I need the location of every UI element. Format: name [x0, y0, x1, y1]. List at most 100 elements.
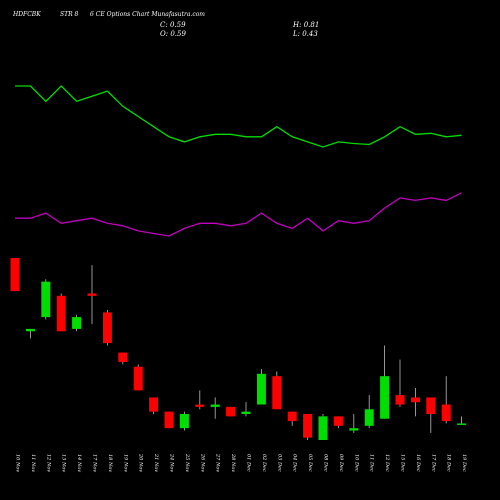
- candle-12-dec: [380, 345, 390, 419]
- candle-body: [395, 395, 405, 405]
- x-tick-label: 14 Nov: [76, 454, 82, 472]
- candle-12-nov: [41, 279, 51, 320]
- high-value: H: 0.81: [293, 21, 320, 29]
- candle-body: [25, 328, 35, 332]
- candle-body: [10, 258, 20, 292]
- candle-10-nov: [10, 258, 20, 292]
- candle-01-dec: [241, 402, 251, 417]
- date-axis: 10 Nov 11 Nov 12 Nov 13 Nov 14 Nov 17 Nov 18 N…: [15, 453, 468, 472]
- x-tick-label: 11 Nov: [30, 454, 36, 472]
- x-tick-label: 02 Dec: [261, 454, 267, 472]
- candle-body: [133, 366, 143, 391]
- candle-body: [441, 404, 451, 422]
- x-tick-label: 01 Dec: [246, 454, 252, 472]
- x-tick-label: 04 Dec: [292, 454, 298, 472]
- indicator-line-1: [15, 85, 462, 148]
- candle-body: [102, 312, 112, 344]
- x-tick-label: 12 Nov: [45, 454, 51, 472]
- candle-05-dec: [303, 414, 313, 440]
- candle-28-nov: [226, 406, 236, 417]
- candle-09-dec: [333, 416, 343, 429]
- candle-17-nov: [87, 265, 97, 325]
- x-tick-label: 05 Dec: [307, 454, 313, 472]
- x-tick-label: 24 Nov: [169, 453, 175, 472]
- candle-03-dec: [272, 371, 282, 410]
- open-value: O: 0.59: [160, 30, 186, 38]
- candle-17-dec: [426, 397, 436, 433]
- candle-body: [364, 409, 374, 426]
- candle-body: [118, 352, 128, 362]
- candle-21-nov: [149, 397, 159, 414]
- x-tick-label: 03 Dec: [276, 454, 282, 472]
- candle-body: [241, 411, 251, 414]
- x-tick-label: 16 Dec: [415, 454, 421, 472]
- candle-body: [149, 397, 159, 412]
- candle-19-dec: [457, 416, 467, 425]
- x-tick-label: 19 Dec: [461, 454, 467, 472]
- candle-body: [179, 414, 189, 429]
- candle-body: [164, 411, 174, 429]
- candle-20-nov: [133, 364, 143, 391]
- x-tick-label: 26 Nov: [199, 453, 205, 472]
- candle-body: [303, 414, 313, 438]
- candles: [10, 258, 467, 440]
- candle-04-dec: [287, 411, 297, 426]
- low-value: L: 0.43: [293, 30, 318, 38]
- candle-10-dec: [349, 414, 359, 433]
- candle-16-dec: [410, 388, 420, 417]
- x-tick-label: 08 Dec: [323, 454, 329, 472]
- candle-body: [410, 397, 420, 403]
- candle-27-nov: [210, 397, 220, 419]
- candle-body: [272, 376, 282, 410]
- candle-25-nov: [179, 411, 189, 431]
- candle-08-dec: [318, 414, 328, 440]
- candle-body: [457, 423, 467, 425]
- candle-body: [195, 404, 205, 407]
- candle-11-nov: [25, 328, 35, 339]
- candle-15-dec: [395, 359, 405, 407]
- candle-11-dec: [364, 395, 374, 429]
- candle-18-nov: [102, 310, 112, 346]
- candle-24-nov: [164, 411, 174, 429]
- x-tick-label: 11 Dec: [369, 454, 375, 472]
- candle-body: [287, 411, 297, 422]
- candle-02-dec: [256, 369, 266, 405]
- candle-body: [380, 376, 390, 419]
- candle-body: [41, 281, 51, 318]
- x-tick-label: 19 Nov: [122, 454, 128, 472]
- candle-body: [72, 317, 82, 329]
- candle-body: [333, 416, 343, 426]
- x-tick-label: 25 Nov: [184, 453, 190, 472]
- chart-title: 6 CE Options Chart Munafasutra.com: [90, 11, 205, 18]
- symbol-label: HDFCBK: [13, 11, 41, 18]
- x-tick-label: 18 Dec: [446, 454, 452, 472]
- candle-body: [210, 404, 220, 407]
- x-tick-label: 20 Nov: [138, 453, 144, 472]
- candle-body: [426, 397, 436, 414]
- indicator-lines: [15, 85, 462, 237]
- candle-26-nov: [195, 390, 205, 410]
- candle-13-nov: [56, 293, 66, 332]
- candle-body: [349, 428, 359, 431]
- x-tick-label: 15 Dec: [400, 454, 406, 472]
- strike-label: STR 8: [60, 11, 79, 18]
- candle-18-dec: [441, 376, 451, 424]
- x-tick-label: 17 Nov: [92, 454, 98, 472]
- x-tick-label: 10 Dec: [353, 454, 359, 472]
- candle-body: [226, 406, 236, 417]
- x-tick-label: 18 Nov: [107, 454, 113, 472]
- candle-body: [56, 295, 66, 332]
- x-tick-label: 17 Dec: [430, 454, 436, 472]
- candle-body: [87, 293, 97, 296]
- candle-body: [256, 373, 266, 405]
- x-tick-label: 28 Nov: [230, 453, 236, 472]
- x-tick-label: 27 Nov: [215, 453, 221, 472]
- x-tick-label: 13 Nov: [61, 454, 67, 472]
- candle-19-nov: [118, 352, 128, 365]
- indicator-line-2: [15, 192, 462, 237]
- x-tick-label: 09 Dec: [338, 454, 344, 472]
- x-tick-label: 21 Nov: [153, 453, 159, 472]
- x-tick-label: 10 Nov: [15, 454, 21, 472]
